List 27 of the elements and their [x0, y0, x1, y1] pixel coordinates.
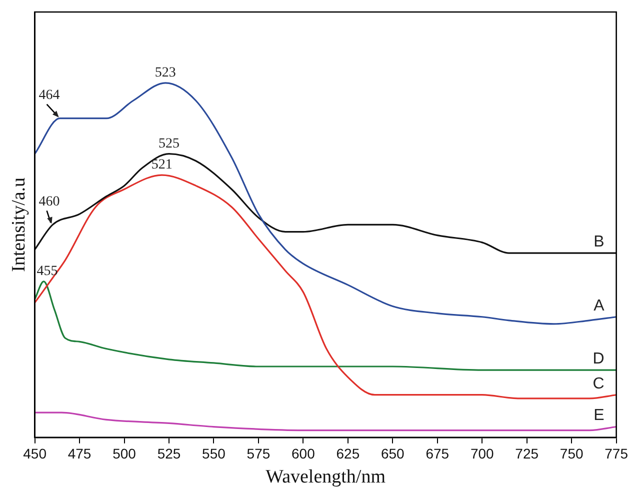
x-tick-label: 775 — [604, 446, 628, 462]
x-tick-label: 700 — [470, 446, 494, 462]
x-tick-label: 725 — [515, 446, 539, 462]
x-tick-label: 475 — [68, 446, 92, 462]
x-tick-label: 675 — [426, 446, 450, 462]
annotation: 460 — [38, 194, 60, 210]
annotation: 523 — [154, 66, 176, 81]
annotation: 464 — [38, 88, 60, 104]
annotation: 521 — [151, 158, 172, 173]
series-label: E — [594, 407, 604, 424]
series-label: C — [592, 375, 604, 392]
x-tick-label: 550 — [202, 446, 226, 462]
x-tick-label: 500 — [112, 446, 136, 462]
annotation: 525 — [158, 136, 180, 152]
x-tick-label: 525 — [157, 446, 181, 462]
x-tick-label: 575 — [246, 446, 270, 462]
x-tick-label: 450 — [23, 446, 47, 462]
series-label: B — [594, 233, 604, 250]
x-tick-label: 750 — [560, 446, 584, 462]
y-axis-title: Intensity/a.u — [8, 176, 30, 272]
x-tick-label: 625 — [336, 446, 360, 462]
x-tick-label: 600 — [292, 446, 316, 462]
annotation: 455 — [36, 264, 58, 280]
series-label: D — [592, 350, 604, 368]
x-tick-label: 650 — [380, 446, 405, 462]
series-label: A — [594, 297, 605, 314]
x-axis-title: Wavelength/nm — [266, 466, 386, 488]
